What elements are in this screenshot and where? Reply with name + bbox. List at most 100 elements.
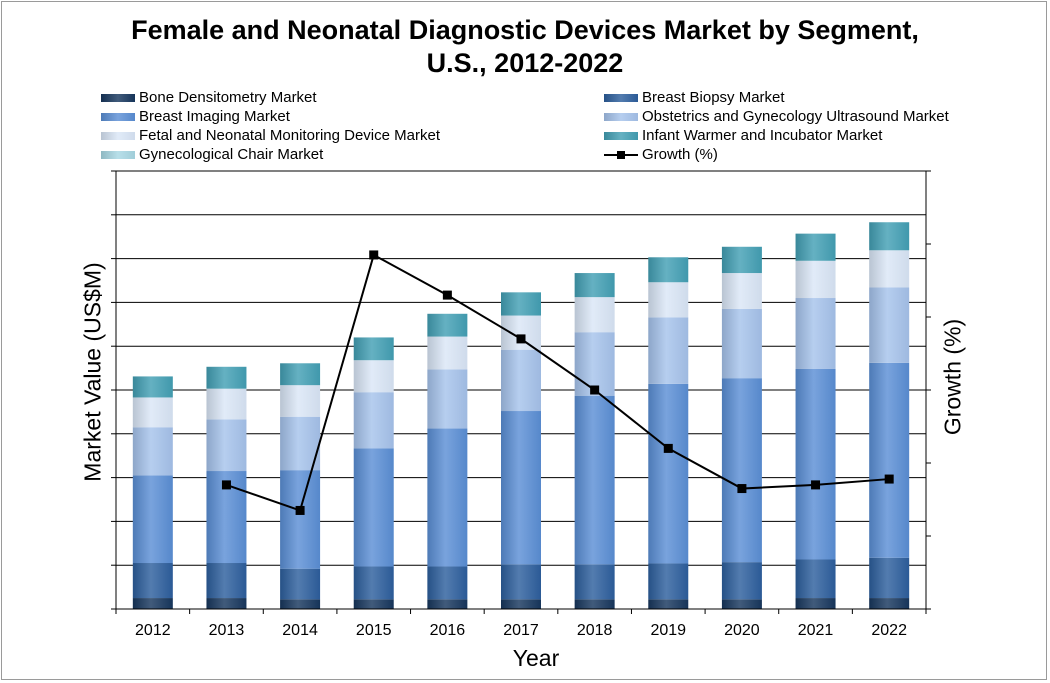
bar-segment <box>132 376 173 398</box>
growth-point <box>737 484 747 494</box>
growth-point <box>516 334 526 344</box>
bar-stack-2020 <box>721 246 762 609</box>
bar-segment <box>427 313 468 337</box>
bar-segment <box>353 360 394 393</box>
bar-stack-2018 <box>574 273 615 609</box>
bar-segment <box>869 222 910 251</box>
bar-stack-2019 <box>648 257 689 609</box>
bar-segment <box>353 599 394 609</box>
x-tick-label: 2014 <box>282 622 318 639</box>
legend-label: Breast Biopsy Market <box>642 89 785 106</box>
growth-line-group <box>221 250 894 515</box>
x-tick-label: 2012 <box>135 622 171 639</box>
bar-segment <box>280 385 321 417</box>
legend-swatch <box>101 151 135 159</box>
bar-segment <box>574 564 615 600</box>
bar-segment <box>501 564 541 600</box>
bar-segment <box>427 599 468 609</box>
bar-segment <box>501 411 541 565</box>
bar-segment <box>721 273 762 309</box>
bar-segment <box>280 363 321 386</box>
bar-segment <box>869 598 910 609</box>
axes <box>111 170 931 614</box>
bar-segment <box>132 475 173 564</box>
bar-stack-2012 <box>132 376 173 609</box>
bar-segment <box>795 559 836 599</box>
growth-point <box>442 290 452 300</box>
bar-segment <box>501 349 541 412</box>
legend-swatch <box>604 132 638 140</box>
bar-segment <box>353 337 394 361</box>
x-tick-label: 2022 <box>871 622 907 639</box>
bar-segment <box>795 368 836 560</box>
growth-point <box>221 480 231 490</box>
bar-stack-2013 <box>206 366 247 609</box>
legend-growth-key <box>604 151 638 159</box>
bar-segment <box>721 599 762 609</box>
x-tick-label: 2018 <box>577 622 613 639</box>
bar-segment <box>869 250 910 288</box>
bar-segment <box>132 397 173 428</box>
bar-segment <box>280 568 321 600</box>
bar-segment <box>648 317 689 384</box>
legend-label: Obstetrics and Gynecology Ultrasound Mar… <box>642 108 949 125</box>
growth-point <box>369 250 379 260</box>
bar-segment <box>206 388 247 420</box>
x-tick-label: 2017 <box>503 622 539 639</box>
bar-segment <box>501 315 541 350</box>
bar-stack-2021 <box>795 233 836 609</box>
x-tick-label: 2021 <box>798 622 834 639</box>
bar-stacks <box>132 222 910 609</box>
legend-label: Infant Warmer and Incubator Market <box>642 127 883 144</box>
bar-segment <box>501 292 541 316</box>
bar-segment <box>721 378 762 563</box>
growth-line <box>226 253 890 512</box>
legend-label: Growth (%) <box>642 146 718 163</box>
legend-swatch <box>604 94 638 102</box>
y-axis-label: Market Value (US$M) <box>79 262 106 482</box>
bar-segment <box>353 566 394 600</box>
bar-stack-2017 <box>501 292 541 609</box>
bar-segment <box>648 563 689 600</box>
legend-label: Bone Densitometry Market <box>139 89 317 106</box>
bar-segment <box>280 599 321 609</box>
bar-segment <box>206 598 247 609</box>
bar-stack-2015 <box>353 337 394 609</box>
legend-swatch <box>604 113 638 121</box>
legend-swatch <box>101 94 135 102</box>
x-axis-label: Year <box>512 645 560 671</box>
bar-segment <box>795 598 836 609</box>
bar-segment <box>795 260 836 299</box>
bar-segment <box>427 428 468 567</box>
bar-segment <box>869 287 910 363</box>
legend-swatch <box>101 132 135 140</box>
bar-segment <box>132 427 173 476</box>
bar-segment <box>648 282 689 318</box>
chart-title: Female and Neonatal Diagnostic Devices M… <box>0 14 1050 80</box>
x-tick-label: 2015 <box>356 622 392 639</box>
bar-segment <box>869 557 910 599</box>
growth-point <box>884 474 894 484</box>
chart-title-line-1: Female and Neonatal Diagnostic Devices M… <box>131 15 919 45</box>
x-tick-label: 2019 <box>650 622 686 639</box>
bar-segment <box>574 395 615 565</box>
growth-point <box>590 385 600 395</box>
chart-title-line-2: U.S., 2012-2022 <box>426 48 624 78</box>
bar-segment <box>795 298 836 369</box>
bar-segment <box>648 257 689 283</box>
bar-segment <box>795 233 836 261</box>
bar-segment <box>721 562 762 600</box>
legend-label: Fetal and Neonatal Monitoring Device Mar… <box>139 127 440 144</box>
bar-stack-2022 <box>869 222 910 609</box>
x-tick-label: 2016 <box>430 622 466 639</box>
x-tick-label: 2020 <box>724 622 760 639</box>
bar-segment <box>132 598 173 609</box>
bar-segment <box>427 369 468 429</box>
bar-segment <box>206 366 247 389</box>
bar-segment <box>869 362 910 558</box>
bar-segment <box>206 563 247 599</box>
bar-segment <box>132 563 173 599</box>
x-tick-label: 2013 <box>209 622 245 639</box>
bar-segment <box>574 599 615 609</box>
